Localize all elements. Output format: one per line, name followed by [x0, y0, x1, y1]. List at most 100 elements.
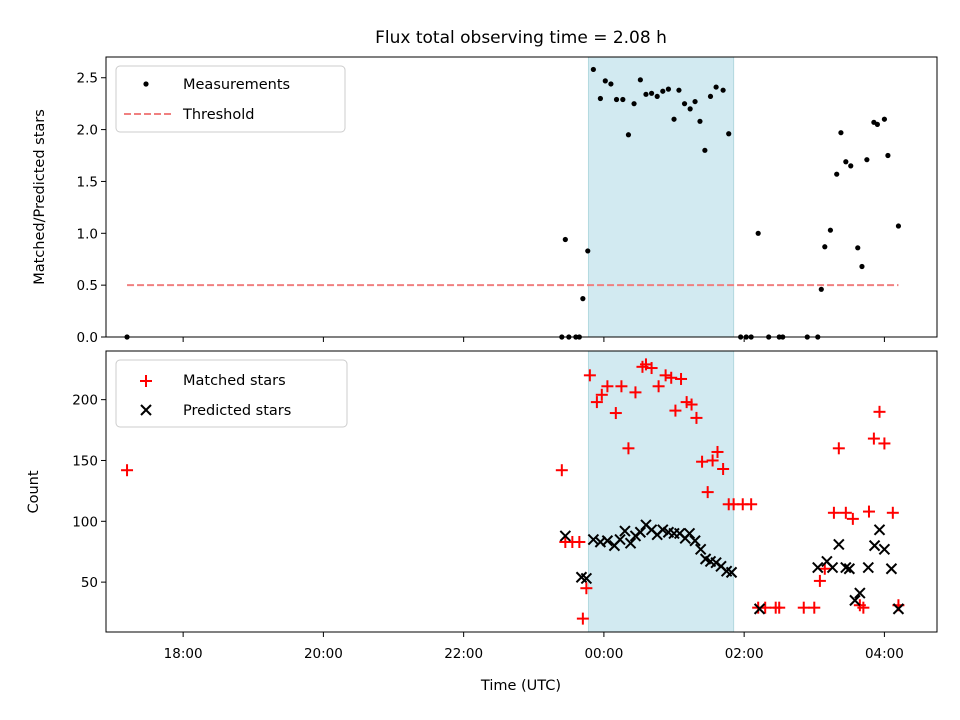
measurements-point: [643, 91, 649, 97]
legend-matched-label: Matched stars: [183, 373, 286, 389]
x-stroke-b: [587, 533, 600, 546]
predicted-stars-point: [624, 537, 637, 549]
predicted-stars-point: [826, 561, 839, 574]
ratio-plot-marks: [124, 66, 902, 340]
matched-stars-point: [827, 506, 840, 519]
x-stroke-b: [699, 553, 712, 565]
measurements-point: [874, 121, 880, 128]
matched-stars-point: [886, 506, 899, 519]
y-tick-label: 0.0: [77, 330, 98, 346]
measurements-point: [681, 101, 688, 107]
x-stroke-b: [624, 537, 637, 549]
matched-stars-point: [622, 442, 635, 455]
predicted-stars-point: [873, 524, 886, 536]
x-stroke-b: [812, 561, 824, 574]
matched-stars-point: [690, 411, 703, 424]
x-stroke-b: [559, 530, 572, 542]
measurements-point: [648, 90, 655, 96]
x-axis-label: Time (UTC): [480, 678, 561, 694]
predicted-stars-point: [683, 527, 696, 540]
matched-stars-point: [846, 512, 859, 525]
x-stroke-b: [657, 524, 669, 536]
matched-stars-point: [745, 498, 758, 511]
x-stroke-b: [862, 561, 874, 574]
observing-interval-shade: [587, 56, 735, 338]
x-stroke-b: [868, 539, 881, 552]
measurements-point: [843, 159, 849, 165]
x-stroke-b: [715, 560, 727, 573]
measurements-point: [822, 244, 828, 250]
x-stroke-b: [826, 561, 839, 574]
x-stroke-b: [878, 543, 891, 555]
matched-stars-point: [706, 454, 719, 467]
ratio-axes-frame: [105, 56, 938, 338]
count-plot-marks: [121, 358, 905, 625]
matched-stars-point: [601, 380, 614, 393]
matched-stars-point: [583, 369, 596, 382]
measurements-point: [692, 98, 698, 105]
predicted-stars-point: [878, 543, 891, 555]
y-tick-label: 0.5: [77, 278, 98, 294]
predicted-stars-point: [892, 603, 905, 615]
measurements-point: [838, 130, 844, 136]
measurements-point: [834, 171, 840, 177]
legend-measurements-marker: [143, 81, 149, 87]
matched-stars-point: [839, 506, 852, 519]
x-stroke-b: [594, 536, 607, 548]
y-tick-label: 2.0: [77, 123, 98, 139]
measurements-point: [597, 95, 603, 102]
x-stroke-b: [849, 594, 861, 607]
measurements-point: [602, 78, 608, 84]
x-stroke-b: [854, 587, 866, 599]
matched-stars-point: [669, 404, 682, 417]
y-tick-label: 2.5: [77, 71, 98, 87]
x-stroke-b: [885, 563, 898, 575]
matched-stars-point: [773, 601, 786, 614]
predicted-stars-point: [580, 572, 593, 585]
matched-stars-point: [867, 432, 880, 445]
predicted-stars-point: [601, 535, 614, 547]
x-tick-label: 20:00: [304, 646, 343, 662]
matched-stars-point: [615, 380, 628, 393]
legend-matched-marker: [140, 375, 152, 387]
matched-stars-point: [696, 455, 709, 468]
measurements-point: [881, 116, 888, 122]
x-stroke-b: [833, 538, 845, 551]
matched-stars-point: [878, 437, 891, 450]
matched-stars-point: [717, 462, 730, 475]
ratio-panel: 0.0 0.5 1.0 1.5 2.0 2.5 Matched/Predicted sta…: [32, 56, 938, 346]
measurements-point: [580, 296, 586, 302]
measurements-point: [590, 66, 596, 73]
measurements-point: [707, 93, 714, 100]
x-stroke-b: [843, 563, 856, 575]
count-panel: 50 100 150 200 18:00 20:00 22:00 00:00 02:00 04:…: [26, 350, 938, 662]
legend-predicted-marker: [140, 404, 152, 416]
measurements-point: [755, 230, 761, 236]
measurements-point: [620, 96, 626, 103]
matched-stars-point: [797, 601, 810, 614]
y-tick-label: 1.0: [77, 226, 98, 242]
x-stroke-b: [725, 566, 738, 579]
predicted-stars-point: [559, 530, 572, 542]
predicted-stars-point: [849, 594, 861, 607]
x-stroke-b: [645, 524, 658, 536]
matched-stars-point: [576, 612, 589, 625]
measurements-point: [660, 88, 666, 94]
x-tick-label: 00:00: [584, 646, 623, 662]
measurements-point: [654, 93, 660, 100]
matched-stars-point: [590, 396, 603, 409]
predicted-stars-point: [725, 566, 738, 579]
predicted-stars-point: [840, 561, 852, 574]
x-stroke-b: [601, 535, 614, 547]
x-stroke-b: [619, 525, 631, 537]
measurements-point: [676, 87, 682, 93]
predicted-stars-point: [868, 539, 881, 552]
matched-stars-point: [857, 601, 870, 614]
measurements-point: [697, 118, 703, 124]
legend-predicted-label: Predicted stars: [183, 403, 291, 419]
matched-stars-point: [659, 369, 672, 382]
x-stroke-b: [840, 561, 852, 574]
measurements-point: [631, 101, 637, 107]
predicted-stars-point: [885, 563, 898, 575]
